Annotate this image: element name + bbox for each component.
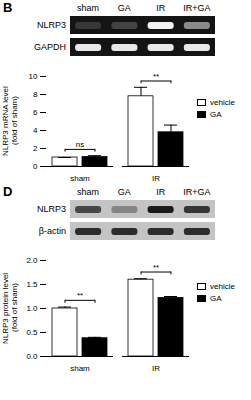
svg-text:**: **: [77, 291, 83, 300]
svg-text:β-actin: β-actin: [39, 226, 66, 236]
svg-text:GA: GA: [118, 3, 131, 13]
svg-text:NLRP3: NLRP3: [37, 20, 66, 30]
svg-text:B: B: [3, 0, 12, 15]
svg-text:sham: sham: [70, 364, 90, 373]
svg-text:ns: ns: [76, 140, 84, 149]
svg-text:NLRP3: NLRP3: [37, 204, 66, 214]
svg-text:IR: IR: [152, 174, 160, 183]
html-text:GA: GA: [210, 294, 222, 303]
svg-text:IR: IR: [156, 187, 166, 197]
svg-text:8: 8: [33, 90, 38, 99]
html-text:vehicle: vehicle: [210, 282, 235, 291]
svg-text:sham: sham: [77, 187, 99, 197]
svg-text:**: **: [153, 263, 159, 272]
svg-text:GA: GA: [118, 187, 131, 197]
svg-text:IR+GA: IR+GA: [183, 187, 210, 197]
svg-text:4: 4: [33, 126, 38, 135]
svg-text:2: 2: [33, 144, 38, 153]
svg-text:IR: IR: [152, 364, 160, 373]
svg-text:0: 0: [33, 162, 38, 171]
html-text:(fold of sham): (fold of sham): [10, 283, 19, 333]
svg-text:0.0: 0.0: [26, 352, 38, 361]
svg-text:sham: sham: [70, 174, 90, 183]
svg-text:2.0: 2.0: [26, 256, 38, 265]
html-text:(fold of sham): (fold of sham): [10, 96, 19, 146]
html-text:vehicle: vehicle: [210, 98, 235, 107]
svg-text:GAPDH: GAPDH: [34, 42, 66, 52]
html-text:NLRP3 protein level: NLRP3 protein level: [1, 272, 10, 344]
svg-text:IR: IR: [156, 3, 166, 13]
svg-text:6: 6: [33, 108, 38, 117]
svg-text:**: **: [153, 72, 159, 81]
svg-text:1.0: 1.0: [26, 304, 38, 313]
svg-text:sham: sham: [77, 3, 99, 13]
html-text:NLRP3 mRNA level: NLRP3 mRNA level: [1, 86, 10, 156]
html-text:GA: GA: [210, 110, 222, 119]
svg-text:IR+GA: IR+GA: [183, 3, 210, 13]
svg-text:1.5: 1.5: [26, 280, 38, 289]
svg-text:0.5: 0.5: [26, 328, 38, 337]
svg-text:D: D: [3, 184, 12, 199]
svg-text:10: 10: [29, 72, 38, 81]
